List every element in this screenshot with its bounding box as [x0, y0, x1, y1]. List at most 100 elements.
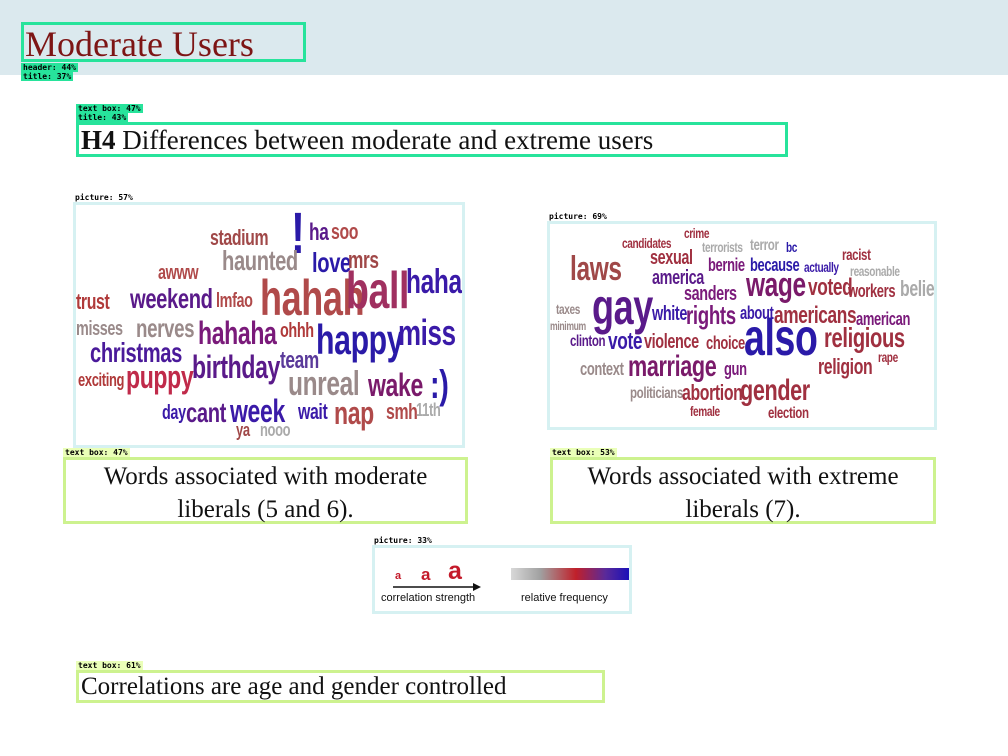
right-cloud-word: white — [652, 303, 688, 325]
right-cloud-word: america — [652, 267, 704, 289]
right-cloud-word: female — [690, 403, 720, 419]
left-caption-box[interactable]: Words associated with moderate liberals … — [63, 457, 468, 524]
left-cloud-word: wait — [298, 399, 328, 424]
left-cloud-word: ball — [346, 262, 410, 320]
left-cloud-word: cant — [186, 397, 227, 428]
left-cloud-word: nap — [334, 395, 374, 431]
left-cloud-word: :) — [430, 363, 449, 407]
left-cloud-word: exciting — [78, 370, 125, 390]
right-cloud-word: sanders — [684, 283, 737, 305]
subtitle: H4 Differences between moderate and extr… — [79, 125, 785, 155]
header-band — [0, 0, 1008, 75]
right-cloud-word: religious — [824, 322, 905, 353]
right-cloud-word: gun — [724, 359, 747, 379]
right-cloud-word: clinton — [570, 333, 606, 350]
left-cloud-word: week — [230, 393, 285, 429]
right-cloud-word: crime — [684, 225, 710, 241]
right-picture-box[interactable]: crime candidates terrorists terror bc laws sex… — [547, 221, 937, 430]
right-cloud-word: gay — [592, 279, 653, 335]
right-cloud-word: gender — [740, 374, 810, 407]
legend-letter-small: a — [395, 570, 402, 582]
page-title: Moderate Users — [25, 24, 254, 64]
subtitle-title-tag: title: 43% — [76, 113, 129, 122]
left-cloud-word: smh — [386, 399, 418, 424]
left-cloud-word: misses — [76, 318, 123, 340]
left-cloud-word: wake — [368, 367, 423, 403]
left-picture-box[interactable]: stadium! ha soo haunted love mrs awww hahah ball… — [73, 202, 465, 448]
header-title-box[interactable]: Moderate Users — [21, 22, 306, 62]
right-cloud-word: also — [744, 309, 818, 367]
left-caption-line2: liberals (5 and 6). — [177, 496, 354, 523]
right-cloud-word: abortion — [682, 380, 743, 405]
right-caption-line1: Words associated with extreme — [587, 463, 899, 490]
left-cloud-word: ha — [309, 219, 329, 246]
legend-picture-tag: picture: 33% — [372, 536, 434, 545]
header-tag: header: 44% — [21, 63, 78, 72]
footer-box[interactable]: Correlations are age and gender controll… — [76, 670, 605, 703]
left-cloud-word: nooo — [260, 420, 291, 440]
left-caption-tag: text box: 47% — [63, 448, 130, 457]
left-cloud-word: soo — [331, 219, 359, 244]
legend-letter-large: a — [448, 557, 462, 585]
left-cloud-word: happy — [316, 316, 404, 363]
left-cloud-word: haha — [406, 263, 462, 301]
right-cloud-word: bc — [786, 239, 798, 255]
right-cloud-word: politicians — [630, 385, 684, 402]
right-cloud-word: rights — [686, 300, 736, 330]
right-cloud-word: vote — [608, 328, 643, 355]
legend-arrow-icon — [393, 583, 481, 591]
subtitle-box[interactable]: H4 Differences between moderate and extr… — [76, 122, 788, 157]
left-cloud-word: awww — [158, 262, 199, 284]
right-cloud-word: because — [750, 255, 800, 275]
left-cloud-word: miss — [398, 312, 456, 353]
right-cloud-word: taxes — [556, 301, 580, 317]
right-cloud-word: rape — [878, 349, 898, 365]
left-cloud-word: mrs — [348, 247, 379, 274]
right-caption-tag: text box: 53% — [550, 448, 617, 457]
right-caption-line2: liberals (7). — [685, 496, 801, 523]
left-cloud-word: team — [280, 347, 319, 374]
left-cloud-word: birthday — [192, 349, 281, 385]
footer-tag: text box: 61% — [76, 661, 143, 670]
left-cloud-word: lmfao — [216, 290, 253, 312]
subtitle-prefix: H4 — [81, 125, 116, 155]
title-tag: title: 37% — [21, 72, 74, 81]
left-cloud-word: stadium — [210, 225, 269, 250]
right-cloud-word: violence — [644, 331, 699, 353]
right-cloud-word: candidates — [622, 235, 672, 251]
left-cloud-word: haunted — [222, 245, 298, 276]
left-cloud-word: love — [312, 247, 351, 278]
left-cloud-word: day — [162, 402, 186, 424]
right-cloud-word: sexual — [650, 247, 693, 269]
right-cloud-word: election — [768, 405, 809, 422]
right-cloud-word: religion — [818, 354, 873, 379]
left-cloud-word: ya — [236, 420, 250, 440]
right-picture-tag: picture: 69% — [547, 212, 609, 221]
right-cloud-word: laws — [570, 250, 622, 288]
right-caption-box[interactable]: Words associated with extreme liberals (… — [550, 457, 936, 524]
right-cloud-word: americans — [774, 302, 857, 329]
legend-frequency-label: relative frequency — [521, 592, 608, 604]
left-caption-line1: Words associated with moderate — [103, 463, 428, 490]
right-cloud-word: racist — [842, 247, 871, 264]
left-cloud-word: 11th — [416, 400, 441, 420]
right-cloud-word: workers — [848, 281, 896, 301]
footer-text: Correlations are age and gender controll… — [81, 673, 507, 700]
left-cloud-word: hahah — [260, 270, 365, 326]
right-cloud-word: about — [740, 303, 774, 323]
right-cloud-word: choice — [706, 333, 745, 353]
left-cloud-word: hahaha — [198, 315, 277, 351]
right-cloud-word: voted — [808, 274, 853, 301]
right-cloud-word: marriage — [628, 350, 717, 383]
right-cloud-word: american — [856, 309, 911, 329]
left-cloud-word: ! — [291, 205, 305, 266]
right-cloud-word: context — [580, 359, 624, 379]
right-cloud-word: belief — [900, 276, 934, 301]
right-cloud-word: actually — [804, 259, 839, 275]
legend-frequency-gradient — [511, 568, 629, 580]
left-cloud-word: christmas — [90, 337, 183, 368]
legend-picture-box[interactable]: a a a correlation strength relative freq… — [372, 545, 632, 614]
right-cloud-word: bernie — [708, 255, 745, 275]
right-word-cloud: crime candidates terrorists terror bc laws sex… — [550, 224, 934, 427]
left-cloud-word: puppy — [126, 359, 194, 395]
